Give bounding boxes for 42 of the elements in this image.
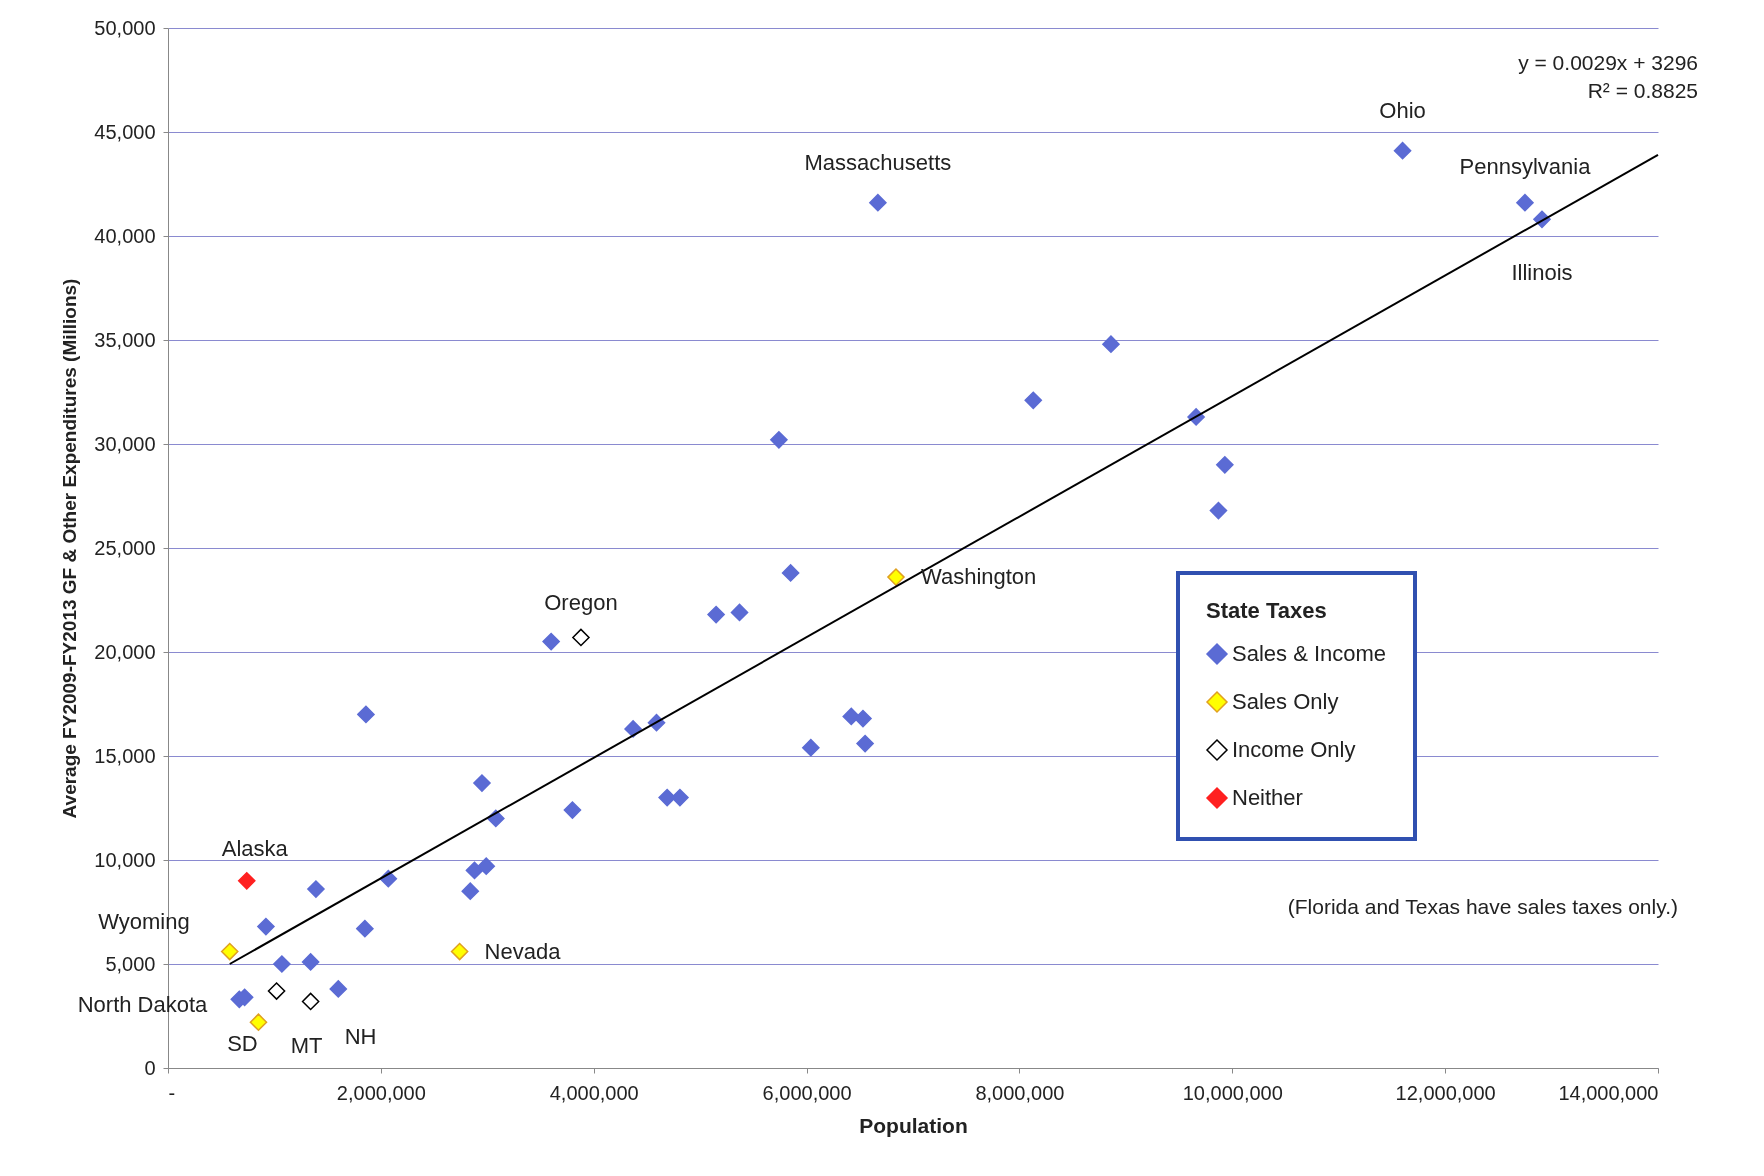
annotation: Alaska <box>221 835 289 861</box>
y-tick-label: 5,000 <box>105 952 156 975</box>
legend-label: Neither <box>1232 785 1303 810</box>
annotation: (Florida and Texas have sales taxes only.) <box>1287 895 1678 918</box>
y-tick-label: 35,000 <box>94 328 156 351</box>
annotation: Washington <box>920 564 1037 590</box>
annotation: Nevada <box>484 938 562 964</box>
legend-title: State Taxes <box>1206 598 1327 623</box>
annotation: Massachusetts <box>804 149 952 175</box>
annotation: R² = 0.8825 <box>1587 79 1698 102</box>
annotation: Wyoming <box>98 908 190 934</box>
annotation: y = 0.0029x + 3296 <box>1518 51 1698 74</box>
y-tick-label: 50,000 <box>94 16 156 39</box>
y-tick-label: 20,000 <box>94 640 156 663</box>
x-tick-label: 14,000,000 <box>1558 1081 1659 1104</box>
x-axis-title: Population <box>859 1113 968 1137</box>
annotation: Oregon <box>544 590 618 616</box>
annotation: North Dakota <box>77 992 209 1018</box>
annotation: NH <box>344 1024 377 1050</box>
y-tick-label: 30,000 <box>94 432 156 455</box>
y-tick-label: 15,000 <box>94 744 156 767</box>
annotation: MT <box>290 1033 323 1059</box>
x-tick-label: 12,000,000 <box>1395 1081 1496 1104</box>
annotation: Ohio <box>1379 97 1426 123</box>
legend-label: Income Only <box>1232 737 1356 762</box>
annotation: Illinois <box>1511 260 1573 286</box>
x-tick-label: 6,000,000 <box>762 1081 852 1104</box>
y-tick-label: 25,000 <box>94 536 156 559</box>
x-tick-label: 4,000,000 <box>549 1081 639 1104</box>
annotation: SD <box>227 1031 258 1057</box>
x-tick-label: 10,000,000 <box>1182 1081 1283 1104</box>
legend-label: Sales Only <box>1232 689 1339 714</box>
y-axis-title: Average FY2009-FY2013 GF & Other Expenditures (Millions) <box>59 278 81 819</box>
y-tick-label: 0 <box>144 1056 156 1079</box>
x-tick-label: 8,000,000 <box>975 1081 1065 1104</box>
y-tick-label: 10,000 <box>94 848 156 871</box>
x-tick-label: 2,000,000 <box>336 1081 426 1104</box>
y-tick-label: 40,000 <box>94 224 156 247</box>
legend-label: Sales & Income <box>1232 641 1387 666</box>
y-tick-label: 45,000 <box>94 120 156 143</box>
x-tick-label: - <box>168 1081 176 1104</box>
annotation: Pennsylvania <box>1459 153 1592 179</box>
